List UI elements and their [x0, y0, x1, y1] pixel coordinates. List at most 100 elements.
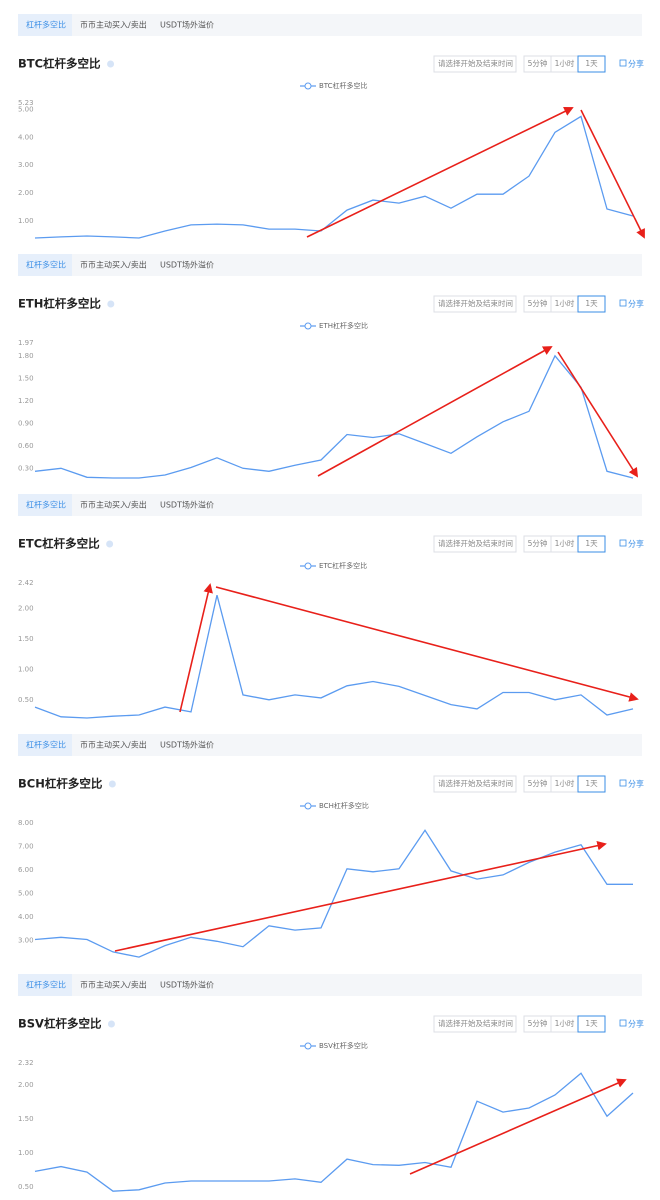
share-icon[interactable] [619, 539, 627, 547]
info-icon[interactable] [107, 1020, 115, 1028]
interval-button[interactable] [577, 295, 606, 313]
data-line [34, 115, 634, 239]
y-tick-label: 0.60 [18, 442, 34, 450]
share-icon[interactable] [619, 779, 627, 787]
tab[interactable]: 币币主动买入/卖出 [80, 740, 147, 750]
share-icon[interactable] [619, 59, 627, 67]
tab[interactable]: USDT场外溢价 [160, 260, 214, 270]
tab[interactable]: 杠杆多空比 [26, 500, 66, 510]
tab-active-bg [18, 494, 72, 516]
interval-label: 1天 [585, 299, 598, 308]
tab[interactable]: 杠杆多空比 [26, 740, 66, 750]
interval-label: 5分钟 [528, 778, 548, 788]
tab-active-bg [18, 974, 72, 996]
tab-active-bg [18, 14, 72, 36]
y-tick-label: 1.50 [18, 1115, 34, 1123]
y-tick-label: 0.50 [18, 696, 34, 704]
y-tick-label: 6.00 [18, 866, 34, 874]
tab[interactable]: 币币主动买入/卖出 [80, 20, 147, 30]
share-label[interactable]: 分享 [628, 59, 644, 69]
y-tick-label: 5.00 [18, 889, 34, 897]
interval-label: 1小时 [555, 778, 575, 788]
legend-label: BSV杠杆多空比 [319, 1041, 368, 1050]
y-tick-label: 3.00 [18, 161, 34, 169]
info-icon[interactable] [107, 300, 115, 308]
annotation-arrow [215, 586, 639, 702]
y-tick-label: 2.32 [18, 1059, 34, 1067]
interval-label: 5分钟 [528, 58, 548, 68]
annotation-arrow [557, 351, 639, 478]
annotation-arrow [317, 346, 553, 477]
panel: 杠杆多空比 币币主动买入/卖出 USDT场外溢价 BSV杠杆多空比 请选择开始及结束时间… [18, 974, 644, 1192]
y-tick-label: 1.20 [18, 397, 34, 405]
tab-bar [18, 494, 642, 516]
tab[interactable]: 杠杆多空比 [26, 980, 66, 990]
y-tick-label: 1.50 [18, 374, 34, 382]
y-tick-label: 1.00 [18, 665, 34, 673]
tab-bar [18, 254, 642, 276]
share-icon[interactable] [619, 1019, 627, 1027]
annotation-arrow [409, 1078, 627, 1175]
date-picker[interactable] [433, 55, 517, 73]
tab[interactable]: USDT场外溢价 [160, 20, 214, 30]
y-tick-label: 2.00 [18, 1081, 34, 1089]
interval-label: 5分钟 [528, 1018, 548, 1028]
legend-marker [304, 562, 312, 570]
legend-label: ETH杠杆多空比 [319, 321, 368, 330]
panel: 杠杆多空比 币币主动买入/卖出 USDT场外溢价 BCH杠杆多空比 请选择开始及结束时间… [18, 734, 644, 958]
tab[interactable]: 杠杆多空比 [26, 20, 66, 30]
legend-marker [304, 82, 312, 90]
share-label[interactable]: 分享 [628, 779, 644, 789]
tab[interactable]: USDT场外溢价 [160, 500, 214, 510]
y-tick-label: 2.00 [18, 605, 34, 613]
tab-bar [18, 974, 642, 996]
chart-title: ETH杠杆多空比 [18, 297, 101, 311]
y-tick-label: 5.00 [18, 105, 34, 113]
share-label[interactable]: 分享 [628, 1019, 644, 1029]
chart-title: BTC杠杆多空比 [18, 57, 101, 71]
tab[interactable]: USDT场外溢价 [160, 980, 214, 990]
y-tick-label: 7.00 [18, 842, 34, 850]
legend-marker [304, 322, 312, 330]
chart-title: BSV杠杆多空比 [18, 1017, 102, 1031]
interval-label: 1小时 [555, 298, 575, 308]
y-tick-label: 1.80 [18, 352, 34, 360]
interval-label: 5分钟 [528, 298, 548, 308]
date-picker[interactable] [433, 295, 517, 313]
interval-button[interactable] [577, 55, 606, 73]
info-icon[interactable] [108, 780, 116, 788]
tab[interactable]: 币币主动买入/卖出 [80, 260, 147, 270]
interval-button[interactable] [577, 535, 606, 553]
share-label[interactable]: 分享 [628, 299, 644, 309]
tab[interactable]: 杠杆多空比 [26, 260, 66, 270]
date-picker-placeholder: 请选择开始及结束时间 [438, 538, 513, 548]
tab[interactable]: 币币主动买入/卖出 [80, 980, 147, 990]
interval-button[interactable] [577, 1015, 606, 1033]
info-icon[interactable] [107, 60, 115, 68]
date-picker[interactable] [433, 1015, 517, 1033]
y-tick-label: 1.00 [18, 1149, 34, 1157]
date-picker-placeholder: 请选择开始及结束时间 [438, 1018, 513, 1028]
y-tick-label: 4.00 [18, 133, 34, 141]
data-line [34, 354, 634, 479]
date-picker[interactable] [433, 775, 517, 793]
tab[interactable]: 币币主动买入/卖出 [80, 500, 147, 510]
date-picker[interactable] [433, 535, 517, 553]
share-icon[interactable] [619, 299, 627, 307]
legend-label: BCH杠杆多空比 [319, 801, 369, 810]
interval-label: 1天 [585, 539, 598, 548]
data-line [34, 1072, 634, 1192]
annotation-arrow [580, 109, 645, 239]
y-tick-label: 8.00 [18, 819, 34, 827]
interval-button[interactable] [577, 775, 606, 793]
tab-active-bg [18, 254, 72, 276]
share-label[interactable]: 分享 [628, 539, 644, 549]
interval-label: 1小时 [555, 58, 575, 68]
info-icon[interactable] [106, 540, 114, 548]
tab[interactable]: USDT场外溢价 [160, 740, 214, 750]
chart-title: ETC杠杆多空比 [18, 537, 100, 551]
tab-bar [18, 14, 642, 36]
legend-marker [304, 802, 312, 810]
y-tick-label: 4.00 [18, 913, 34, 921]
y-tick-label: 5.23 [18, 99, 34, 107]
